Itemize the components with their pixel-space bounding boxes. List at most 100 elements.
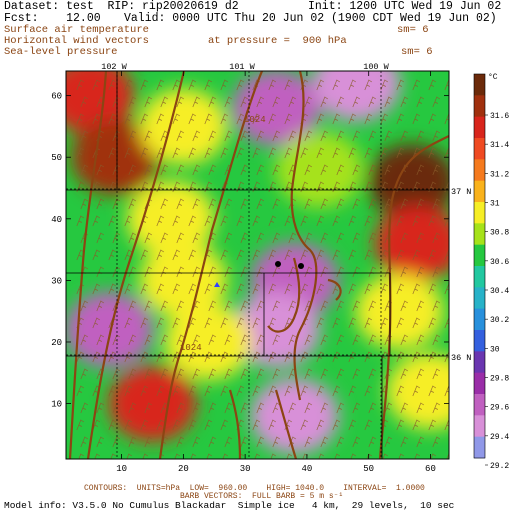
wind-barb bbox=[268, 283, 277, 295]
wind-barb bbox=[108, 79, 117, 91]
colorbar-swatch bbox=[474, 308, 485, 331]
wind-barb bbox=[272, 164, 281, 176]
wind-barb bbox=[348, 249, 357, 261]
wind-barb bbox=[432, 368, 441, 380]
wind-barb bbox=[272, 130, 281, 142]
wind-barb bbox=[320, 164, 329, 176]
wind-barb bbox=[380, 249, 389, 261]
wind-barb bbox=[92, 79, 101, 91]
colorbar-label: 30.6 bbox=[490, 258, 509, 267]
plot-frame bbox=[65, 70, 450, 460]
wind-barb bbox=[142, 453, 149, 459]
wind-barb bbox=[416, 266, 425, 278]
wind-barb bbox=[352, 164, 361, 176]
wind-barb bbox=[124, 385, 133, 397]
wind-barb bbox=[428, 249, 437, 261]
wind-barb bbox=[428, 351, 437, 363]
colorbar-unit: °C bbox=[488, 73, 498, 82]
colorbar-swatch bbox=[474, 116, 485, 139]
wind-barb bbox=[352, 402, 361, 414]
wind-barb bbox=[176, 436, 185, 448]
wind-barb bbox=[284, 351, 293, 363]
wind-barb bbox=[272, 300, 281, 312]
wind-barb bbox=[160, 334, 169, 346]
wind-barb bbox=[288, 130, 297, 142]
wind-barb bbox=[348, 419, 357, 431]
wind-barb bbox=[96, 198, 105, 210]
wind-barb bbox=[220, 385, 229, 397]
boundary-lines bbox=[66, 71, 449, 459]
wind-barb bbox=[236, 351, 245, 363]
wind-barb bbox=[412, 385, 421, 397]
wind-barb bbox=[188, 385, 197, 397]
wind-barb bbox=[252, 215, 261, 227]
wind-barb bbox=[268, 147, 277, 159]
wind-barb bbox=[160, 402, 169, 414]
wind-barb bbox=[188, 317, 197, 329]
wind-barb bbox=[92, 317, 101, 329]
wind-barb bbox=[92, 113, 101, 125]
wind-barb bbox=[140, 419, 149, 431]
wind-barb bbox=[432, 96, 441, 108]
wind-barb bbox=[348, 283, 357, 295]
wind-barb bbox=[448, 275, 449, 278]
wind-barb bbox=[256, 334, 265, 346]
temperature-region bbox=[139, 88, 228, 165]
wind-barb bbox=[172, 147, 181, 159]
wind-barb bbox=[224, 130, 233, 142]
wind-barb bbox=[108, 283, 117, 295]
wind-barb bbox=[316, 317, 325, 329]
wind-barb bbox=[416, 164, 425, 176]
wind-barb bbox=[236, 147, 245, 159]
wind-barb bbox=[300, 419, 309, 431]
wind-barb bbox=[188, 215, 197, 227]
wind-barb bbox=[128, 198, 137, 210]
wind-barb bbox=[348, 113, 357, 125]
wind-barb bbox=[364, 283, 373, 295]
wind-barb bbox=[448, 105, 449, 108]
wind-barb bbox=[316, 351, 325, 363]
wind-barb bbox=[364, 249, 373, 261]
wind-barb bbox=[412, 283, 421, 295]
y-tick-label: 30 bbox=[51, 276, 62, 286]
wind-barb bbox=[368, 232, 377, 244]
temperature-region bbox=[164, 303, 253, 380]
wind-barb bbox=[92, 215, 101, 227]
wind-barb bbox=[416, 96, 425, 108]
wind-barb bbox=[224, 96, 233, 108]
lon-label-100w: 100 W bbox=[363, 62, 389, 72]
wind-barb bbox=[432, 198, 441, 210]
colorbar-swatch bbox=[474, 266, 485, 288]
wind-barb bbox=[208, 198, 217, 210]
wind-barb bbox=[396, 147, 405, 159]
wind-barb bbox=[336, 300, 345, 312]
wind-barb bbox=[416, 368, 425, 380]
wind-barb bbox=[94, 453, 101, 459]
wind-barb bbox=[400, 96, 409, 108]
wind-barb bbox=[256, 232, 265, 244]
wind-barb bbox=[384, 130, 393, 142]
wind-barb bbox=[352, 130, 361, 142]
wind-barb bbox=[108, 113, 117, 125]
pressure-contour-line bbox=[267, 257, 301, 333]
wind-barb bbox=[208, 300, 217, 312]
wind-barb bbox=[288, 232, 297, 244]
wind-barb bbox=[320, 402, 329, 414]
wind-barb bbox=[172, 419, 181, 431]
wind-barb bbox=[108, 351, 117, 363]
field-temperature-label: Surface air temperature bbox=[4, 24, 149, 36]
wind-barb bbox=[448, 377, 449, 380]
wind-barb bbox=[332, 215, 341, 227]
wind-barb bbox=[192, 130, 201, 142]
wind-barb bbox=[160, 96, 169, 108]
colorbar-label: 31.4 bbox=[490, 141, 509, 150]
grid-axes: 10 20 30 40 50 60 10 20 30 40 50 60 bbox=[51, 71, 449, 474]
wind-barb bbox=[140, 351, 149, 363]
wind-barb bbox=[76, 385, 85, 397]
colorbar-swatch bbox=[474, 202, 485, 224]
wind-barb bbox=[254, 453, 261, 459]
wind-barb bbox=[382, 453, 389, 459]
wind-barb bbox=[140, 113, 149, 125]
temperature-region bbox=[66, 291, 154, 368]
pressure-contour-line bbox=[327, 278, 342, 301]
